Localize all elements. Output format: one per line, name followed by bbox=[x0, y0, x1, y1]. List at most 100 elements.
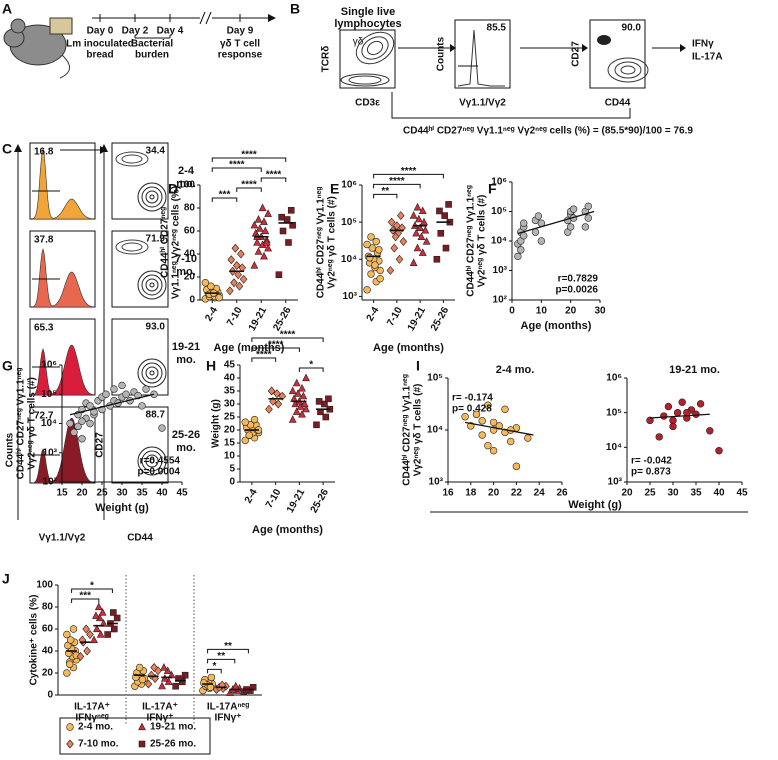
x-tick-label: 45 bbox=[736, 488, 748, 499]
data-point bbox=[283, 216, 291, 223]
timeline-note: Lm inoculated bbox=[66, 39, 134, 50]
fit-line bbox=[517, 210, 595, 235]
x-tick-label: 19-21 bbox=[406, 305, 429, 333]
histogram bbox=[457, 29, 505, 87]
y-tick-label: 60 bbox=[42, 624, 54, 635]
data-point bbox=[200, 679, 208, 687]
axis-title: Vγ1.1/Vγ2 bbox=[459, 98, 506, 109]
y-axis-title: Weight (g) bbox=[211, 399, 222, 448]
axis-break bbox=[205, 11, 212, 25]
x-tick-label: 20 bbox=[76, 488, 88, 499]
y-tick-label: 20 bbox=[224, 425, 236, 436]
axis-title: Counts bbox=[5, 432, 16, 467]
data-point bbox=[138, 675, 147, 684]
mouse-icon bbox=[3, 17, 73, 79]
significance-bracket bbox=[71, 598, 100, 603]
y-tick-label: 10² bbox=[43, 477, 58, 488]
data-point bbox=[262, 238, 271, 246]
x-tick-label: 40 bbox=[156, 488, 168, 499]
data-point bbox=[489, 446, 498, 455]
data-point bbox=[245, 431, 253, 439]
y-axis-title: CD44ʰⁱ CD27ⁿᵉᵍ Vγ1.1ⁿᵉᵍ bbox=[465, 185, 477, 297]
x-tick-label: 15 bbox=[56, 488, 68, 499]
significance-label: **** bbox=[389, 176, 405, 187]
gate-percent: 88.7 bbox=[146, 410, 166, 421]
y-tick-label: 40 bbox=[224, 373, 236, 384]
axis-title: CD3ε bbox=[355, 98, 380, 109]
fit-line bbox=[649, 413, 710, 419]
data-point bbox=[144, 679, 153, 689]
flow-plot bbox=[339, 29, 396, 89]
y-axis-title: Vγ2ⁿᵉᵍ γδ T cells (#) bbox=[413, 384, 424, 477]
x-axis-title: Age (months) bbox=[252, 524, 323, 536]
data-point bbox=[231, 243, 240, 253]
data-point bbox=[78, 417, 86, 425]
y-tick-label: 20 bbox=[184, 272, 196, 283]
arrow-head bbox=[268, 14, 276, 22]
panel-letter: A bbox=[2, 1, 12, 17]
panel-letter: H bbox=[206, 358, 216, 374]
significance-bracket bbox=[211, 167, 262, 172]
x-tick-label: 2-4 bbox=[203, 305, 220, 323]
data-point bbox=[92, 611, 100, 619]
panel-letter: E bbox=[330, 181, 339, 197]
significance-label: * bbox=[309, 360, 313, 371]
contour bbox=[115, 151, 149, 167]
day-label: Day 0 bbox=[87, 26, 114, 37]
data-point bbox=[118, 381, 126, 390]
y-tick-label: 0 bbox=[47, 690, 53, 701]
data-point bbox=[201, 279, 210, 287]
output-label: IL-17A bbox=[692, 52, 723, 63]
data-point bbox=[501, 405, 509, 414]
data-point bbox=[83, 646, 91, 656]
data-point bbox=[258, 203, 267, 212]
timeline-note: response bbox=[218, 50, 263, 61]
data-point bbox=[416, 223, 425, 231]
data-point bbox=[300, 399, 309, 408]
x-axis-title: Age (months) bbox=[521, 320, 592, 332]
significance-label: **** bbox=[401, 166, 417, 177]
arrow-head bbox=[680, 44, 686, 52]
y-tick-label: 15 bbox=[224, 438, 236, 449]
data-point bbox=[275, 271, 283, 279]
y-tick-label: 10⁵ bbox=[606, 407, 622, 418]
contour bbox=[145, 278, 159, 292]
contour bbox=[141, 186, 163, 208]
y-tick-label: 10⁴ bbox=[341, 254, 357, 265]
data-point bbox=[299, 391, 308, 400]
data-point bbox=[122, 390, 130, 398]
data-point bbox=[111, 625, 118, 633]
gate-label: γδ bbox=[353, 37, 364, 48]
data-point bbox=[158, 424, 166, 432]
data-point bbox=[239, 274, 248, 284]
panel-letter: J bbox=[2, 571, 10, 587]
data-point bbox=[391, 232, 400, 242]
y-tick-label: 10⁴ bbox=[606, 442, 622, 453]
y-tick-label: 100 bbox=[178, 180, 195, 191]
data-point bbox=[254, 247, 263, 255]
data-point bbox=[158, 681, 166, 690]
timeline-note: bread bbox=[86, 50, 113, 61]
contour bbox=[340, 73, 390, 87]
data-point bbox=[696, 400, 705, 408]
histogram bbox=[31, 247, 94, 308]
y-tick-label: 35 bbox=[224, 386, 236, 397]
contour bbox=[141, 274, 163, 296]
data-point bbox=[65, 660, 74, 668]
y-tick-label: 30 bbox=[224, 399, 236, 410]
data-point bbox=[254, 215, 263, 223]
y-tick-label: 10⁴ bbox=[427, 425, 443, 436]
contour bbox=[121, 154, 143, 164]
y-tick-label: 10⁴ bbox=[491, 236, 507, 247]
panel-letter: D bbox=[168, 181, 178, 197]
y-tick-label: 0 bbox=[229, 477, 235, 488]
age-label: mo. bbox=[176, 178, 196, 190]
histogram bbox=[31, 344, 94, 396]
data-point bbox=[181, 671, 189, 679]
data-point bbox=[566, 223, 575, 231]
data-point bbox=[375, 246, 383, 254]
formula: CD44ʰⁱ CD27ⁿᵉᵍ Vγ1.1ⁿᵉᵍ Vγ2ⁿᵉᵍ cells (%)… bbox=[403, 125, 693, 137]
contour bbox=[348, 75, 382, 85]
panel-letter: B bbox=[290, 1, 300, 17]
x-tick-label: 19-21 bbox=[285, 487, 308, 515]
